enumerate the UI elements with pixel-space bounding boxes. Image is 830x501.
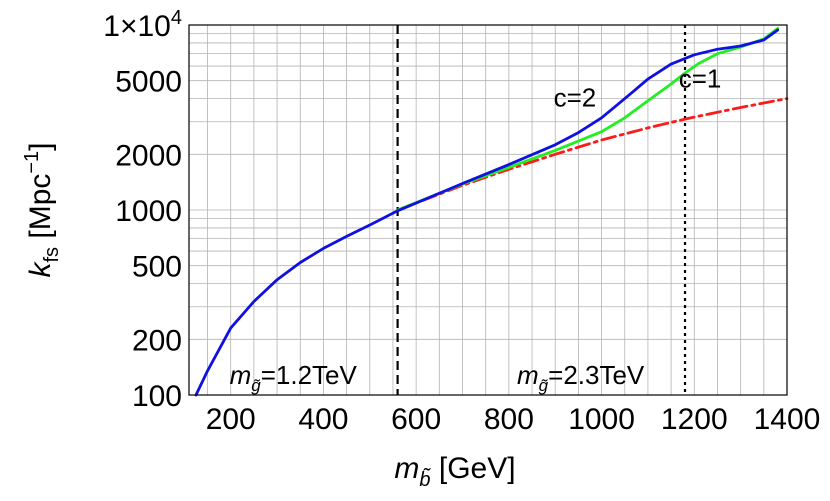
series [194, 26, 789, 397]
curve-annotation: c=1 [679, 64, 722, 94]
vline-label: mg̃=1.2TeV [230, 360, 358, 395]
x-tick-label: 400 [298, 403, 348, 436]
x-tick-label: 1000 [568, 403, 635, 436]
y-tick-label: 100 [132, 380, 182, 413]
curve-annotation: c=2 [554, 83, 597, 113]
y-axis-title: kfs [Mpc−1] [21, 142, 63, 277]
x-tick-label: 1200 [661, 403, 728, 436]
y-tick-label: 1000 [115, 195, 182, 228]
vline-label: mg̃=2.3TeV [517, 360, 645, 395]
y-tick-label: 2000 [115, 139, 182, 172]
x-tick-label: 600 [391, 403, 441, 436]
tick-labels: 200 400 600 800 1000 1200 1400 100 200 500 1000 200… [103, 7, 820, 436]
series-line-3 [194, 28, 780, 397]
annotations: mg̃=1.2TeV mg̃=2.3TeV c=2 c=1 [230, 64, 722, 395]
plot-frame [188, 24, 788, 396]
x-tick-label: 1400 [754, 403, 821, 436]
y-tick-label: 200 [132, 324, 182, 357]
series-line-2 [396, 26, 780, 212]
x-axis-title: mb̃ [GeV] [394, 452, 515, 491]
y-tick-label: 1×104 [103, 7, 182, 43]
grid [189, 25, 787, 395]
x-tick-label: 200 [206, 403, 256, 436]
y-tick-label: 5000 [115, 66, 182, 99]
y-tick-label: 500 [132, 251, 182, 284]
series-line-1 [396, 97, 789, 212]
x-tick-label: 800 [484, 403, 534, 436]
